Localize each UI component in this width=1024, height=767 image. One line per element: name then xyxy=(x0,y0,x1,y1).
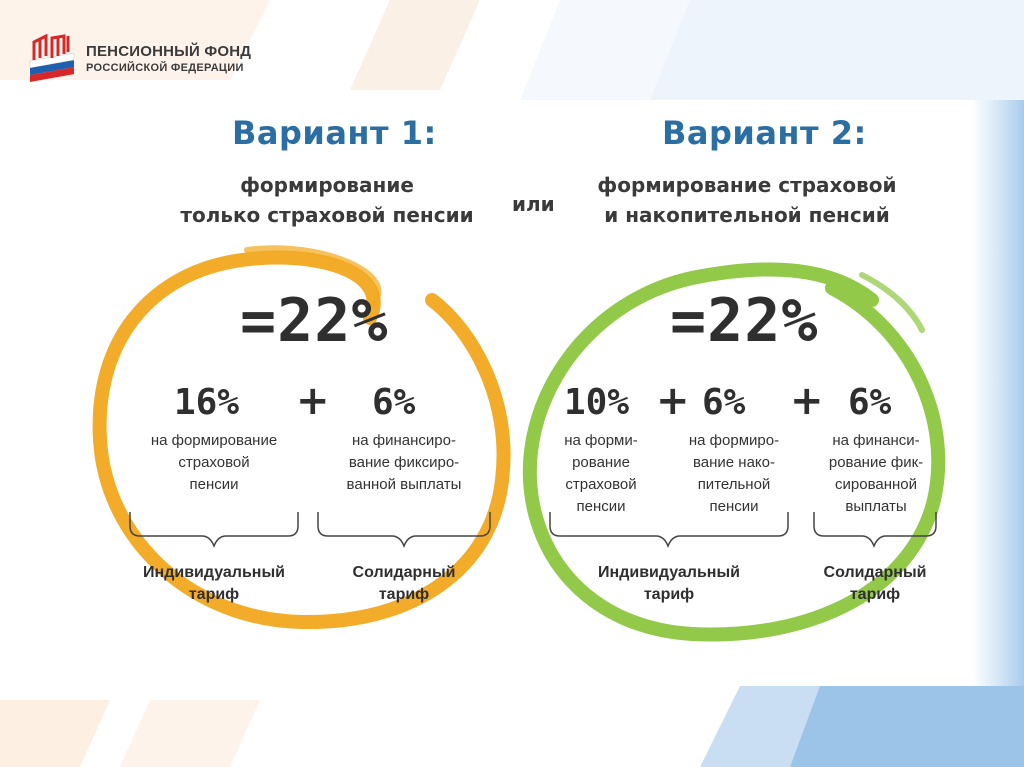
variant1-part1-desc: на формирование страховой пенсии xyxy=(134,430,294,496)
variant1-tariff-solidary: Солидарный тариф xyxy=(324,562,484,606)
desc-line: на финанси- xyxy=(832,432,920,449)
desc-line: пенсии xyxy=(576,498,626,515)
variant2-total: =22% xyxy=(670,286,819,356)
desc-line: сированной xyxy=(835,476,917,493)
pfr-logo: ПЕНСИОННЫЙ ФОНД РОССИЙСКОЙ ФЕДЕРАЦИИ xyxy=(24,34,251,84)
desc-line: на формиро- xyxy=(688,432,780,449)
tariff-line: тариф xyxy=(378,586,430,603)
or-word: или xyxy=(512,192,555,216)
logo-line2: РОССИЙСКОЙ ФЕДЕРАЦИИ xyxy=(86,62,244,74)
pfr-logo-icon xyxy=(29,34,75,82)
variant2-part3-desc: на финанси- рование фик- сированной выпл… xyxy=(816,430,936,518)
logo-line1: ПЕНСИОННЫЙ ФОНД xyxy=(86,43,252,60)
variant1-plus: + xyxy=(296,378,330,424)
variant1-title: Вариант 1: xyxy=(232,114,437,152)
circle-decor xyxy=(92,245,946,642)
tariff-line: тариф xyxy=(643,586,695,603)
tariff-line: Индивидуальный xyxy=(143,564,285,581)
variant1-tariff-individual: Индивидуальный тариф xyxy=(134,562,294,606)
desc-line: вание нако- xyxy=(692,454,775,471)
variant2-part1-pct: 10% xyxy=(564,382,630,423)
tariff-line: Солидарный xyxy=(352,564,456,581)
variant1-part1-pct: 16% xyxy=(174,382,240,423)
desc-line: страховой xyxy=(178,454,250,471)
variant2-brace-individual xyxy=(549,512,789,549)
desc-line: рование фик- xyxy=(828,454,924,471)
desc-line: вание фиксиро- xyxy=(348,454,460,471)
variant2-tariff-solidary: Солидарный тариф xyxy=(800,562,950,606)
variant2-circle xyxy=(522,262,946,642)
desc-line: пенсии xyxy=(709,498,759,515)
variant2-plus-1: + xyxy=(656,378,690,424)
variant1-part2-desc: на финансиро- вание фиксиро- ванной выпл… xyxy=(324,430,484,496)
variant2-tariff-individual: Индивидуальный тариф xyxy=(584,562,754,606)
desc-line: пительной xyxy=(697,476,771,493)
desc-line: на финансиро- xyxy=(352,432,456,449)
tariff-line: тариф xyxy=(188,586,240,603)
variant2-subtitle-line2: и накопительной пенсий xyxy=(604,203,890,227)
desc-line: выплаты xyxy=(845,498,907,515)
tariff-line: тариф xyxy=(849,586,901,603)
variant2-part1-desc: на форми- рование страховой пенсии xyxy=(546,430,656,518)
desc-line: пенсии xyxy=(189,476,239,493)
variant1-brace-individual xyxy=(129,512,299,549)
variant2-title: Вариант 2: xyxy=(662,114,867,152)
pension-variants-card: Вариант 1: формирование только страховой… xyxy=(72,100,972,686)
desc-line: ванной выплаты xyxy=(346,476,462,493)
desc-line: страховой xyxy=(565,476,637,493)
desc-line: на формирование xyxy=(150,432,278,449)
desc-line: рование xyxy=(572,454,630,471)
desc-line: на форми- xyxy=(564,432,638,449)
variant1-subtitle-line2: только страховой пенсии xyxy=(180,203,474,227)
variant2-brace-solidary xyxy=(813,512,937,549)
variant1-subtitle-line1: формирование xyxy=(240,173,414,197)
variant1-total: =22% xyxy=(240,286,389,356)
variant2-subtitle-line1: формирование страховой xyxy=(597,173,897,197)
tariff-line: Солидарный xyxy=(823,564,927,581)
variant2-plus-2: + xyxy=(790,378,824,424)
variant1-part2-pct: 6% xyxy=(372,382,416,423)
variant2-part3-pct: 6% xyxy=(848,382,892,423)
tariff-line: Индивидуальный xyxy=(598,564,740,581)
variant2-part2-pct: 6% xyxy=(702,382,746,423)
variant1-subtitle: формирование только страховой пенсии xyxy=(167,170,487,230)
variant1-circle xyxy=(92,250,511,630)
variant2-part2-desc: на формиро- вание нако- пительной пенсии xyxy=(674,430,794,518)
variant1-brace-solidary xyxy=(317,512,491,549)
variant2-subtitle: формирование страховой и накопительной п… xyxy=(587,170,907,230)
